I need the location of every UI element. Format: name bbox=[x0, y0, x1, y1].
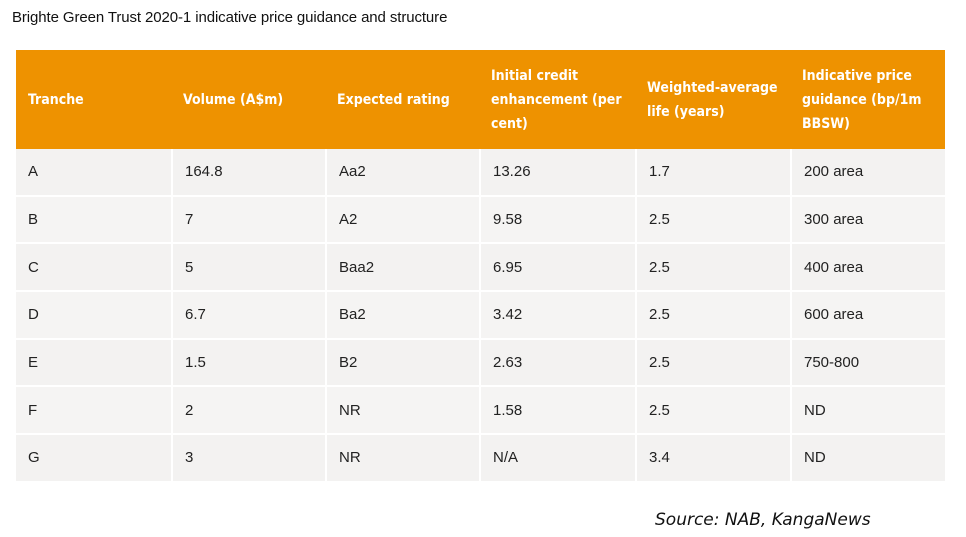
header-expected-rating: Expected rating bbox=[325, 50, 479, 149]
cell-wal: 2.5 bbox=[635, 244, 790, 293]
header-row: Tranche Volume (A$m) Expected rating Ini… bbox=[16, 50, 945, 149]
cell-credit-enhancement: N/A bbox=[479, 435, 635, 483]
cell-credit-enhancement: 3.42 bbox=[479, 292, 635, 340]
cell-tranche: A bbox=[16, 149, 171, 197]
table-row: F 2 NR 1.58 2.5 ND bbox=[16, 387, 945, 436]
cell-credit-enhancement: 2.63 bbox=[479, 339, 635, 388]
cell-tranche: C bbox=[16, 244, 171, 293]
cell-volume: 3 bbox=[171, 435, 325, 483]
cell-volume: 6.7 bbox=[171, 292, 325, 340]
source-caption: Source: NAB, KangaNews bbox=[655, 510, 871, 530]
cell-wal: 3.4 bbox=[635, 435, 790, 483]
cell-price-guidance: 400 area bbox=[790, 244, 945, 293]
table-body: A 164.8 Aa2 13.26 1.7 200 area B 7 A2 9.… bbox=[16, 149, 945, 483]
cell-tranche: D bbox=[16, 292, 171, 340]
cell-credit-enhancement: 9.58 bbox=[479, 196, 635, 245]
cell-tranche: G bbox=[16, 435, 171, 483]
cell-volume: 2 bbox=[171, 387, 325, 436]
page-title: Brighte Green Trust 2020-1 indicative pr… bbox=[12, 9, 448, 26]
cell-rating: Ba2 bbox=[325, 292, 479, 340]
table-row: A 164.8 Aa2 13.26 1.7 200 area bbox=[16, 149, 945, 197]
table-row: D 6.7 Ba2 3.42 2.5 600 area bbox=[16, 292, 945, 340]
cell-wal: 2.5 bbox=[635, 339, 790, 388]
cell-rating: Aa2 bbox=[325, 149, 479, 197]
cell-price-guidance: 750-800 bbox=[790, 339, 945, 388]
cell-rating: NR bbox=[325, 387, 479, 436]
cell-wal: 2.5 bbox=[635, 292, 790, 340]
table-row: C 5 Baa2 6.95 2.5 400 area bbox=[16, 244, 945, 293]
cell-credit-enhancement: 13.26 bbox=[479, 149, 635, 197]
cell-tranche: B bbox=[16, 196, 171, 245]
table-header: Tranche Volume (A$m) Expected rating Ini… bbox=[16, 50, 945, 149]
cell-wal: 2.5 bbox=[635, 196, 790, 245]
cell-price-guidance: ND bbox=[790, 387, 945, 436]
cell-volume: 5 bbox=[171, 244, 325, 293]
header-tranche: Tranche bbox=[16, 50, 171, 149]
header-volume: Volume (A$m) bbox=[171, 50, 325, 149]
cell-tranche: F bbox=[16, 387, 171, 436]
cell-rating: NR bbox=[325, 435, 479, 483]
header-credit-enhancement: Initial credit enhancement (per cent) bbox=[479, 50, 635, 149]
table-row: E 1.5 B2 2.63 2.5 750-800 bbox=[16, 339, 945, 388]
cell-volume: 164.8 bbox=[171, 149, 325, 197]
header-price-guidance: Indicative price guidance (bp/1m BBSW) bbox=[790, 50, 945, 149]
cell-rating: B2 bbox=[325, 339, 479, 388]
cell-credit-enhancement: 6.95 bbox=[479, 244, 635, 293]
cell-wal: 2.5 bbox=[635, 387, 790, 436]
cell-credit-enhancement: 1.58 bbox=[479, 387, 635, 436]
cell-price-guidance: 600 area bbox=[790, 292, 945, 340]
cell-rating: A2 bbox=[325, 196, 479, 245]
cell-volume: 1.5 bbox=[171, 339, 325, 388]
cell-rating: Baa2 bbox=[325, 244, 479, 293]
cell-price-guidance: 200 area bbox=[790, 149, 945, 197]
price-guidance-table: Tranche Volume (A$m) Expected rating Ini… bbox=[16, 50, 945, 483]
table-row: B 7 A2 9.58 2.5 300 area bbox=[16, 196, 945, 245]
cell-volume: 7 bbox=[171, 196, 325, 245]
cell-price-guidance: 300 area bbox=[790, 196, 945, 245]
header-weighted-average-life: Weighted-average life (years) bbox=[635, 50, 790, 149]
table-row: G 3 NR N/A 3.4 ND bbox=[16, 435, 945, 483]
cell-wal: 1.7 bbox=[635, 149, 790, 197]
cell-tranche: E bbox=[16, 339, 171, 388]
cell-price-guidance: ND bbox=[790, 435, 945, 483]
